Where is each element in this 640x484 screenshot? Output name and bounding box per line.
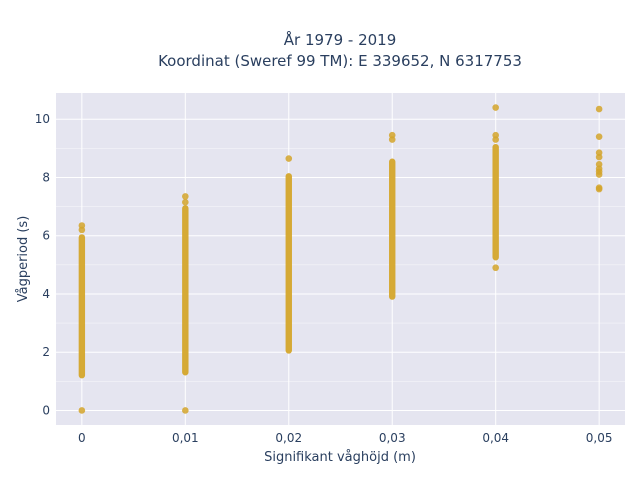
x-tick-label: 0,05 (586, 431, 613, 445)
x-tick-label: 0,03 (379, 431, 406, 445)
y-tick-label: 6 (42, 229, 50, 243)
point-range (78, 234, 86, 379)
y-axis-title: Vågperiod (s) (16, 216, 31, 303)
data-point (285, 155, 293, 162)
data-point (595, 184, 603, 191)
data-point (492, 104, 499, 111)
data-point (492, 131, 499, 139)
x-tick-label: 0,04 (482, 431, 509, 445)
data-point (595, 161, 603, 168)
y-tick-label: 0 (42, 403, 50, 417)
chart-title-line-2: Koordinat (Sweref 99 TM): E 339652, N 63… (158, 52, 522, 70)
y-tick-label: 10 (35, 112, 50, 126)
y-tick-label: 8 (42, 170, 50, 184)
data-point (492, 264, 499, 272)
chart-title-line-1: År 1979 - 2019 (284, 30, 397, 49)
point-range (492, 143, 499, 261)
data-point (78, 222, 86, 229)
data-marks (78, 104, 603, 414)
data-point (595, 105, 603, 113)
x-axis-title: Signifikant våghöjd (m) (264, 450, 416, 465)
data-point (595, 133, 603, 140)
y-tick-label: 4 (42, 287, 50, 301)
point-range (285, 173, 292, 354)
data-point (78, 407, 86, 414)
data-point (182, 193, 189, 200)
point-range (389, 158, 396, 300)
tick-labels: 0 2 4 6 8 10 0 0,01 0,02 0,03 0,04 0,05 (35, 112, 613, 445)
data-point (182, 407, 189, 414)
x-tick-label: 0 (78, 431, 86, 445)
data-point (595, 149, 603, 157)
x-tick-label: 0,01 (172, 431, 199, 445)
data-point (388, 131, 396, 139)
point-range (182, 205, 189, 376)
plot-area (56, 93, 625, 425)
x-tick-label: 0,02 (275, 431, 302, 445)
data-point (182, 198, 189, 206)
y-tick-label: 2 (42, 345, 50, 359)
